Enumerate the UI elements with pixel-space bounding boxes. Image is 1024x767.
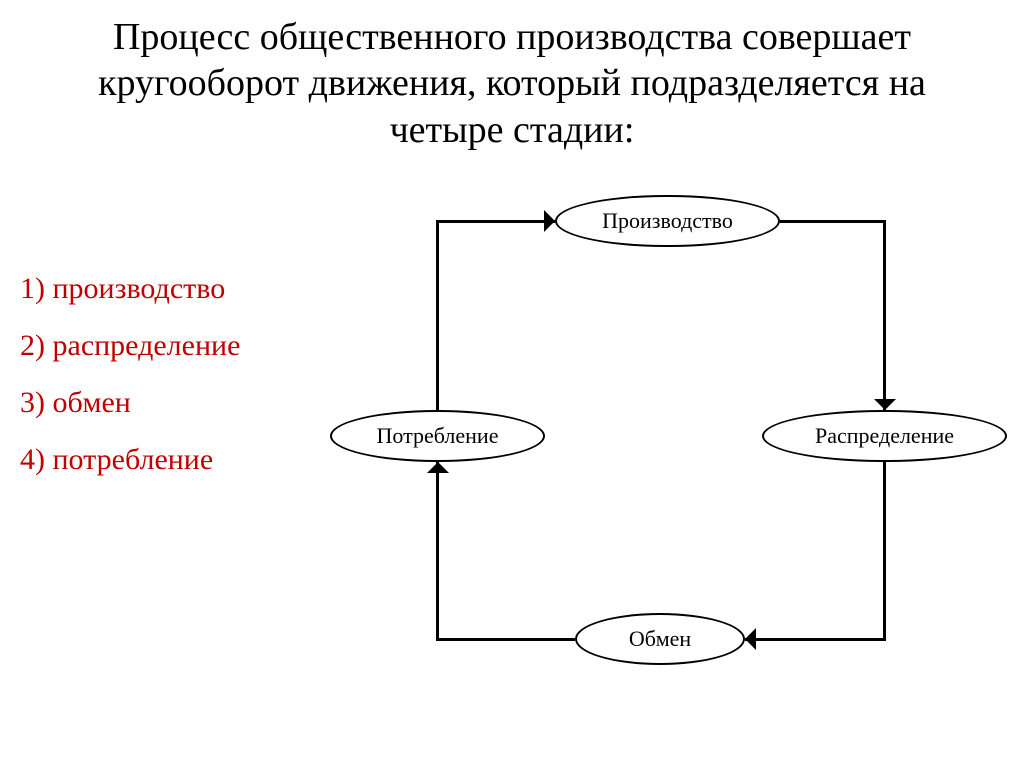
edge-segment (780, 220, 886, 223)
arrowhead-right (544, 210, 555, 232)
edge-segment (883, 462, 886, 641)
node-label: Потребление (377, 423, 499, 449)
slide-title: Процесс общественного производства совер… (60, 14, 964, 153)
node-exchange: Обмен (575, 613, 745, 665)
cycle-diagram: Производство Распределение Обмен Потреблени… (330, 195, 1010, 695)
stage-list-label: обмен (53, 386, 131, 419)
arrowhead-left (745, 628, 756, 650)
stage-list-num: 2) (20, 329, 45, 362)
node-production: Производство (555, 195, 780, 247)
edge-segment (436, 462, 439, 639)
stage-list-num: 4) (20, 443, 45, 476)
edge-segment (436, 221, 439, 410)
edge-segment (745, 638, 886, 641)
edge-segment (436, 220, 555, 223)
edge-segment (883, 220, 886, 411)
stage-list-item: 4) потребление (20, 431, 240, 488)
stage-list-label: потребление (53, 443, 214, 476)
stage-list-item: 2) распределение (20, 317, 240, 374)
slide: Процесс общественного производства совер… (0, 0, 1024, 767)
stage-list-num: 3) (20, 386, 45, 419)
node-distribution: Распределение (762, 410, 1007, 462)
edge-segment (436, 638, 575, 641)
stage-list: 1) производство2) распределение3) обмен4… (20, 260, 240, 488)
arrowhead-up (427, 462, 449, 473)
stage-list-item: 3) обмен (20, 374, 240, 431)
stage-list-label: производство (53, 272, 226, 305)
stage-list-label: распределение (53, 329, 241, 362)
arrowhead-down (874, 399, 896, 410)
node-label: Обмен (629, 626, 691, 652)
stage-list-item: 1) производство (20, 260, 240, 317)
stage-list-num: 1) (20, 272, 45, 305)
node-label: Распределение (815, 423, 954, 449)
node-label: Производство (602, 208, 733, 234)
node-consumption: Потребление (330, 410, 545, 462)
